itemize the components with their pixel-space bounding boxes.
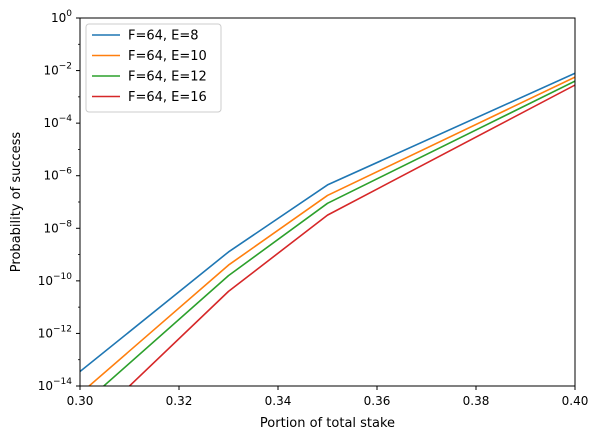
x-tick-label: 0.32 <box>166 394 193 408</box>
x-tick-label: 0.36 <box>364 394 391 408</box>
y-tick-base: 10 <box>51 11 66 25</box>
x-axis-ticks: 0.30 0.32 0.34 0.36 0.38 0.40 <box>67 386 589 408</box>
legend-label: F=64, E=8 <box>128 29 199 44</box>
y-tick-exponent: −6 <box>59 167 73 177</box>
y-tick-base: 10 <box>43 221 58 235</box>
legend-label: F=64, E=12 <box>128 70 207 85</box>
y-tick-label: 10−14 <box>38 377 73 393</box>
y-tick-base: 10 <box>43 169 58 183</box>
y-tick-exponent: 0 <box>66 9 72 19</box>
y-tick-label: 10−6 <box>43 167 72 183</box>
y-tick-label: 10−12 <box>38 324 72 340</box>
y-tick-base: 10 <box>43 64 58 78</box>
series-line-2 <box>87 76 575 386</box>
x-tick-label: 0.38 <box>463 394 490 408</box>
series-layer <box>80 72 575 386</box>
y-tick-exponent: −14 <box>53 377 72 387</box>
y-tick-label: 10−2 <box>43 62 72 78</box>
x-axis-label: Portion of total stake <box>260 416 395 431</box>
y-tick-label: 10−10 <box>38 272 73 288</box>
legend-label: F=64, E=10 <box>128 49 207 64</box>
series-line-4 <box>128 84 575 386</box>
x-tick-label: 0.30 <box>67 394 94 408</box>
y-tick-exponent: −8 <box>59 219 73 229</box>
y-axis-label: Probability of success <box>9 132 24 273</box>
series-line-3 <box>102 80 575 386</box>
x-tick-label: 0.34 <box>265 394 292 408</box>
x-tick-label: 0.40 <box>562 394 589 408</box>
y-tick-exponent: −4 <box>59 114 73 124</box>
y-tick-label: 100 <box>51 9 72 25</box>
y-tick-exponent: −2 <box>59 62 72 72</box>
y-tick-label: 10−4 <box>43 114 72 130</box>
y-tick-base: 10 <box>38 274 53 288</box>
y-tick-label: 10−8 <box>43 219 72 235</box>
y-tick-base: 10 <box>43 116 58 130</box>
series-line-1 <box>80 72 575 373</box>
legend: F=64, E=8 F=64, E=10 F=64, E=12 F=64, E=16 <box>85 23 222 113</box>
legend-label: F=64, E=16 <box>128 90 207 105</box>
y-tick-exponent: −12 <box>53 324 72 334</box>
legend-box <box>85 23 222 113</box>
y-tick-base: 10 <box>38 326 53 340</box>
y-tick-exponent: −10 <box>53 272 72 282</box>
y-tick-base: 10 <box>38 379 53 393</box>
